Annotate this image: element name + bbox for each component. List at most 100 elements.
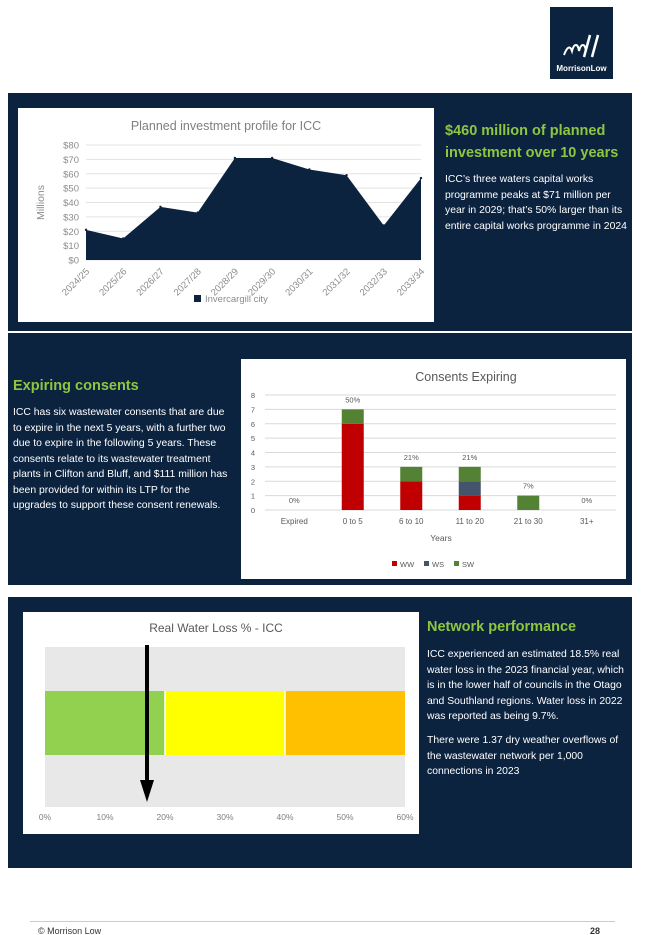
bar-sw — [400, 466, 423, 482]
data-point — [196, 211, 199, 214]
data-point — [382, 224, 385, 227]
y-tick-label: 7 — [251, 405, 255, 414]
y-tick-label: $30 — [63, 212, 79, 223]
network-paragraph-1: ICC experienced an estimated 18.5% real … — [427, 649, 624, 722]
data-point — [233, 156, 237, 160]
data-point — [159, 205, 162, 209]
footer-page-number: 28 — [590, 926, 601, 935]
x-tick-label: 40% — [276, 812, 293, 822]
investment-chart-card: Planned investment profile for ICC $0 $10 $… — [18, 108, 434, 322]
consents-heading: Expiring consents — [13, 378, 139, 394]
y-tick-label: $10 — [63, 241, 79, 252]
y-axis-label: Millions — [35, 185, 47, 220]
footer-divider — [30, 921, 615, 922]
y-tick-label: 1 — [251, 492, 255, 501]
x-tick-label: 0 to 5 — [343, 517, 364, 526]
x-tick-label: 20% — [156, 812, 173, 822]
data-label: 21% — [462, 453, 477, 462]
logo-text: MorrisonLow — [556, 64, 607, 73]
x-tick-label: 60% — [396, 812, 413, 822]
consents-paragraph: ICC has six wastewater consents that are… — [13, 407, 228, 511]
bar-sw — [517, 495, 540, 510]
data-point — [419, 176, 423, 180]
data-point — [270, 156, 274, 160]
logo-mark-icon — [563, 34, 600, 58]
x-tick-label: 21 to 30 — [514, 517, 543, 526]
chart-title: Planned investment profile for ICC — [131, 119, 321, 133]
y-tick-label: $50 — [63, 184, 79, 195]
bar-ww — [341, 423, 364, 510]
legend-swatch — [424, 561, 429, 566]
network-panel: Real Water Loss % - ICC 0% 10% 20% 30% 40% 50%… — [8, 597, 632, 868]
chart-title: Consents Expiring — [415, 370, 516, 384]
y-tick-label: $40 — [63, 198, 79, 209]
legend-label: Invercargill city — [205, 294, 268, 305]
x-tick-label: 30% — [216, 812, 233, 822]
investment-panel: Planned investment profile for ICC $0 $10 $… — [8, 93, 632, 331]
consents-bar-chart: Consents Expiring 0 1 2 3 4 5 6 7 8 0% Expired 50% 0 … — [251, 370, 616, 569]
investment-heading: $460 million of planned investment over … — [445, 123, 619, 161]
x-axis-label: Years — [430, 533, 451, 543]
y-tick-label: 2 — [251, 477, 255, 486]
data-point — [308, 168, 311, 171]
loss-band-bar — [165, 691, 285, 755]
y-tick-label: 5 — [251, 434, 255, 443]
x-tick-label: 2025/26 — [97, 266, 129, 298]
y-tick-label: 4 — [251, 449, 255, 458]
bar-ww — [400, 481, 423, 510]
network-paragraph-2: There were 1.37 dry weather overflows of… — [427, 735, 619, 777]
x-tick-label: 6 to 10 — [399, 517, 424, 526]
data-label: 21% — [404, 453, 419, 462]
legend-swatch — [454, 561, 459, 566]
data-point — [84, 228, 88, 232]
morrison-low-logo: MorrisonLow — [550, 7, 613, 79]
data-label: 0% — [289, 496, 300, 505]
data-label: 7% — [523, 482, 534, 491]
x-tick-label: 50% — [336, 812, 353, 822]
footer-copyright: © Morrison Low — [38, 926, 102, 935]
bar-ws — [458, 481, 481, 496]
data-label: 50% — [345, 395, 360, 404]
legend-label: WS — [432, 560, 444, 569]
consents-panel: Expiring consents ICC has six wastewater… — [8, 333, 632, 585]
area-series-invercargill — [86, 157, 421, 260]
x-tick-label: 11 to 20 — [456, 517, 485, 526]
y-tick-label: $80 — [63, 141, 79, 152]
y-tick-label: 6 — [251, 420, 255, 429]
investment-paragraph: ICC’s three waters capital works program… — [445, 174, 627, 232]
consents-chart-card: Consents Expiring 0 1 2 3 4 5 6 7 8 0% Expired 50% 0 … — [241, 359, 626, 579]
x-tick-label: 2027/28 — [172, 266, 204, 298]
x-tick-label: 2033/34 — [395, 266, 427, 298]
marker-arrow-icon — [140, 780, 154, 802]
legend-swatch — [194, 295, 201, 302]
legend-label: WW — [400, 560, 415, 569]
x-tick-label: 2026/27 — [135, 266, 167, 298]
bar-sw — [458, 466, 481, 482]
loss-band-bar — [285, 691, 405, 755]
investment-area-chart: Planned investment profile for ICC $0 $10 $… — [35, 119, 427, 305]
x-tick-label: 2024/25 — [60, 266, 92, 298]
legend-swatch — [392, 561, 397, 566]
data-point — [345, 173, 348, 177]
x-tick-label: 0% — [39, 812, 52, 822]
data-label: 0% — [581, 496, 592, 505]
data-point — [122, 237, 125, 240]
water-loss-chart: Real Water Loss % - ICC 0% 10% 20% 30% 40% 50%… — [39, 621, 414, 822]
bar-ww — [458, 495, 481, 510]
network-heading: Network performance — [427, 619, 577, 635]
chart-title: Real Water Loss % - ICC — [149, 621, 283, 635]
y-tick-label: $60 — [63, 169, 79, 180]
y-tick-label: 3 — [251, 463, 255, 472]
y-tick-label: $70 — [63, 155, 79, 166]
y-tick-label: 0 — [251, 506, 255, 515]
y-tick-label: 8 — [251, 391, 255, 400]
legend-label: SW — [462, 560, 475, 569]
x-tick-label: 31+ — [580, 517, 594, 526]
x-tick-label: 10% — [96, 812, 113, 822]
x-tick-label: 2032/33 — [358, 266, 390, 298]
y-tick-label: $0 — [68, 256, 79, 267]
x-tick-label: 2031/32 — [321, 266, 353, 298]
bar-sw — [341, 409, 364, 424]
y-tick-label: $20 — [63, 227, 79, 238]
x-tick-label: 2030/31 — [283, 266, 315, 298]
